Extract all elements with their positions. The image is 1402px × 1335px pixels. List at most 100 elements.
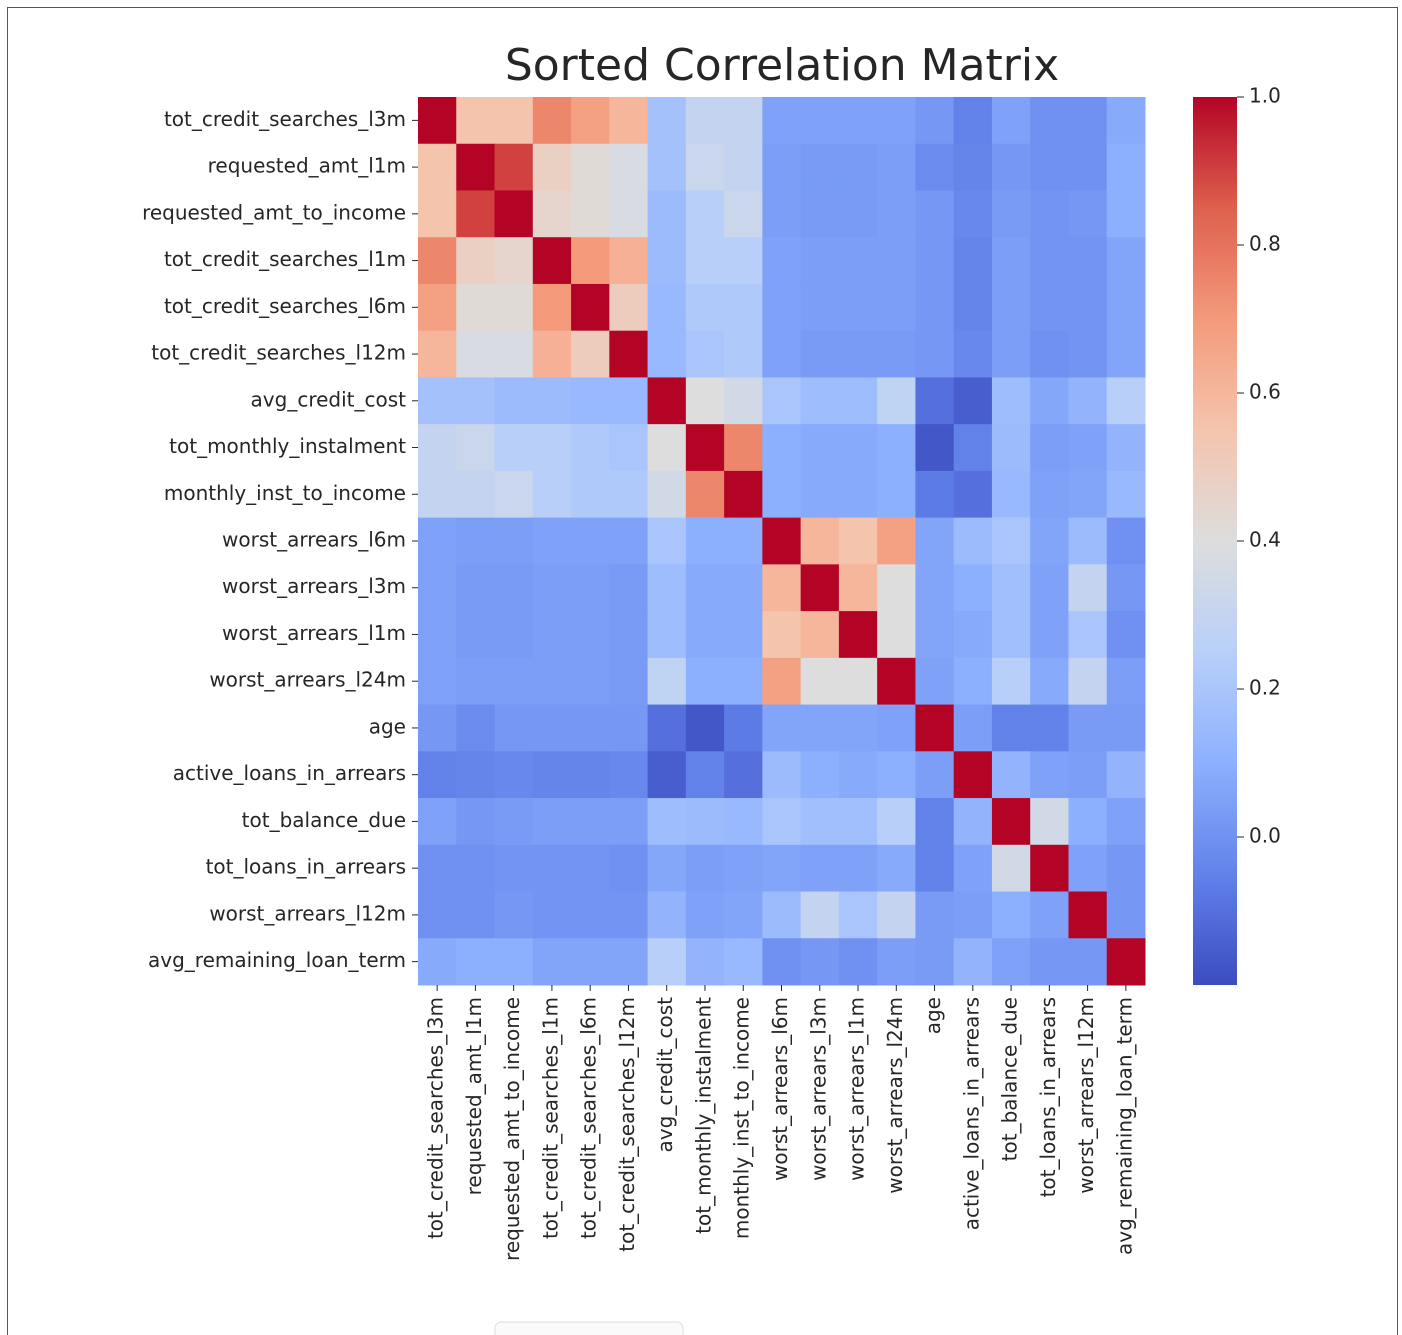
cell (762, 143, 802, 191)
cell (1106, 470, 1146, 519)
y-tick-label: requested_amt_l1m (208, 154, 406, 178)
cell (838, 330, 878, 378)
cell (571, 283, 610, 332)
cell (418, 844, 457, 893)
cell (418, 611, 457, 659)
cell (418, 470, 457, 519)
cell (1106, 190, 1146, 238)
cell (571, 704, 610, 752)
cell (1068, 470, 1108, 519)
cell (915, 891, 955, 939)
cell (838, 97, 878, 145)
cell (571, 190, 610, 238)
cell (991, 704, 1031, 752)
cell (1030, 751, 1069, 799)
cell (953, 470, 993, 519)
cell (724, 751, 763, 799)
cell (494, 704, 534, 752)
cell (571, 751, 610, 799)
y-tick-label: avg_credit_cost (251, 387, 407, 411)
cell (609, 891, 649, 939)
cell (494, 470, 534, 519)
button[interactable] (494, 1321, 684, 1335)
cell (838, 751, 878, 799)
cell (532, 424, 572, 472)
cell (762, 424, 802, 472)
cell (1068, 891, 1108, 939)
cell (647, 751, 687, 799)
cell (877, 938, 916, 986)
cell (1030, 190, 1069, 238)
cell (838, 564, 878, 612)
cell (953, 330, 993, 378)
cell (915, 611, 955, 659)
cell (609, 611, 649, 659)
cell (953, 798, 993, 846)
colorbar-tick-label: 0.6 (1249, 380, 1281, 404)
cell (685, 424, 725, 472)
cell (685, 844, 725, 893)
cell (609, 97, 649, 145)
cell (532, 470, 572, 519)
cell (915, 97, 955, 145)
cell (838, 704, 878, 752)
cell (1030, 470, 1069, 519)
cell (456, 237, 496, 285)
x-tick-label: requested_amt_l1m (462, 997, 486, 1195)
cell (724, 938, 763, 986)
cell (571, 330, 610, 378)
cell (1030, 283, 1069, 332)
cell (953, 424, 993, 472)
cell (800, 330, 840, 378)
cell (532, 704, 572, 752)
cell (877, 237, 916, 285)
cell (571, 891, 610, 939)
y-tick-label: tot_credit_searches_l1m (164, 247, 406, 271)
cell (800, 424, 840, 472)
cell (838, 237, 878, 285)
cell (647, 470, 687, 519)
y-tick-label: age (369, 714, 406, 738)
cell (532, 283, 572, 332)
cell (877, 377, 916, 425)
cell (724, 704, 763, 752)
cell (724, 470, 763, 519)
cell (609, 190, 649, 238)
cell (991, 564, 1031, 612)
cell (724, 330, 763, 378)
cell (953, 517, 993, 565)
cell (877, 97, 916, 145)
cell (647, 844, 687, 893)
cell (800, 377, 840, 425)
x-tick-label: tot_credit_searches_l12m (615, 997, 639, 1252)
cell (991, 938, 1031, 986)
cell (685, 330, 725, 378)
x-tick-label: tot_monthly_instalment (691, 997, 715, 1234)
cell (456, 190, 496, 238)
cell (647, 611, 687, 659)
cell (571, 517, 610, 565)
cell (991, 657, 1031, 706)
cell (609, 283, 649, 332)
cell (1068, 237, 1108, 285)
cell (685, 751, 725, 799)
cell (1030, 657, 1069, 706)
cell (915, 517, 955, 565)
cell (418, 798, 457, 846)
cell (685, 190, 725, 238)
cell (1068, 97, 1108, 145)
cell (991, 891, 1031, 939)
cell (685, 97, 725, 145)
cell (647, 891, 687, 939)
cell (418, 517, 457, 565)
cell (685, 237, 725, 285)
cell (762, 938, 802, 986)
cell (762, 97, 802, 145)
y-tick-label: requested_amt_to_income (142, 200, 406, 224)
cell (1030, 330, 1069, 378)
cell (1068, 798, 1108, 846)
cell (724, 844, 763, 893)
cell (800, 143, 840, 191)
colorbar-tick-label: 0.0 (1249, 824, 1281, 848)
cell (494, 237, 534, 285)
